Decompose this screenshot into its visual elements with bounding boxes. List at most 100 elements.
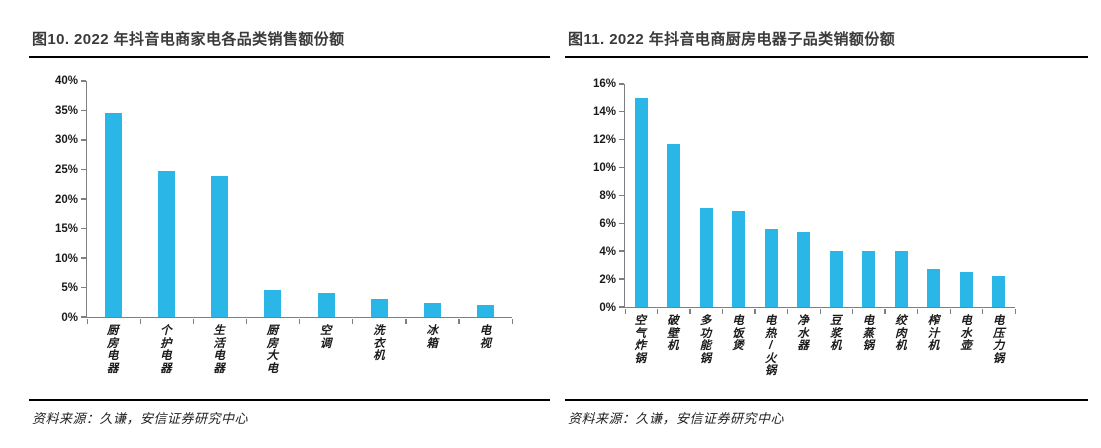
y-tick-label: 4% [599,246,616,258]
bar-slot [353,81,406,317]
bar-slot [300,81,353,317]
bar-series [87,81,512,317]
y-tick-label: 10% [54,252,78,265]
y-tick-mark [619,250,624,252]
source-text: 资料来源：久谦，安信证券研究中心 [32,411,249,426]
bar-slot [690,84,723,307]
bar [211,176,229,317]
x-tick-mark [722,308,724,314]
x-category-label: 电 水 壶 [960,315,972,352]
y-tick-label: 20% [54,193,78,206]
x-tick-mark [819,308,821,314]
y-tick-mark [81,139,86,141]
x-category-label: 冰 箱 [426,325,438,350]
bar [959,272,973,307]
bar [264,290,282,317]
bar-slot [625,84,658,307]
y-tick-mark [619,306,624,308]
plot-area [619,83,1016,314]
x-tick-mark [511,318,513,324]
y-tick-mark [619,222,624,224]
x-category-label: 多 功 能 锅 [699,315,712,365]
y-tick-label: 12% [592,134,616,146]
y-tick-label: 30% [54,134,78,147]
y-tick-mark [619,83,624,85]
bar [370,298,388,317]
bar [927,269,941,307]
figure-11-panel: 图11. 2022 年抖音电商厨房电器子品类销额份额 0% 2% 4% 6% 8% 10%… [565,0,1088,448]
y-tick-label: 8% [599,190,616,202]
y-tick-label: 2% [599,274,616,286]
y-tick-mark [81,227,86,229]
x-category-label: 破 壁 机 [667,315,679,352]
x-tick-mark [851,308,854,314]
x-category-label: 绞 肉 机 [895,315,907,352]
y-tick-label: 40% [54,75,78,87]
y-tick-label: 35% [54,104,78,117]
bar-slot [820,84,853,307]
bar-slot [140,81,193,317]
x-category-label: 净 水 器 [797,315,809,352]
bar [476,304,494,317]
x-category-label: 电 热 / 火 锅 [764,315,777,377]
figure-10-panel: 图10. 2022 年抖音电商家电各品类销售额份额 0% 5% 10% 15% 20% 2… [29,0,550,448]
y-axis: 0% 2% 4% 6% 8% 10% 12% 14% 16% [565,78,616,314]
bar [764,228,778,307]
bar-slot [918,84,951,307]
x-tick-mark [917,308,919,314]
bar [423,302,441,317]
bar [992,276,1006,307]
bar [667,143,681,307]
bar-slot [406,81,459,317]
bar [732,210,746,307]
bar-slot [755,84,788,307]
y-tick-label: 0% [599,302,616,314]
y-tick-label: 0% [61,312,78,324]
x-category-label: 个 护 电 器 [160,325,172,375]
plot-area [81,80,513,324]
bar [634,97,648,307]
x-tick-mark [787,308,789,314]
x-tick-mark [352,318,354,324]
bar-slot [788,84,821,307]
x-tick-mark [245,318,248,324]
x-tick-mark [656,308,659,314]
y-axis: 0% 5% 10% 15% 20% 25% 30% 35% 40% [29,75,78,324]
figure-10-source-note: 资料来源：久谦，安信证券研究中心 [29,399,550,427]
x-category-label: 厨 房 电 器 [106,325,119,375]
figure-10-bar-chart: 0% 5% 10% 15% 20% 25% 30% 35% 40% 厨 房 电 器 个 护 电 器… [29,0,550,448]
y-tick-label: 10% [592,162,616,174]
source-text: 资料来源：久谦，安信证券研究中心 [568,411,785,426]
x-tick-mark [299,318,301,324]
bar [317,293,335,317]
y-tick-mark [81,80,86,82]
x-axis-labels: 空 气 炸 锅 破 壁 机 多 功 能 锅 电 饭 煲 电 热 / 火 锅 净 水 器 豆 … [624,315,1015,378]
figure-10-title: 图10. 2022 年抖音电商家电各品类销售额份额 [29,0,550,58]
y-tick-label: 14% [592,106,616,118]
x-category-label: 洗 衣 机 [373,325,385,362]
bar-slot [87,81,140,317]
y-tick-mark [81,198,86,200]
x-category-label: 生 活 电 器 [213,325,225,375]
bar [894,251,908,307]
x-tick-mark [624,308,626,314]
x-tick-mark [139,318,141,324]
y-tick-label: 25% [54,163,78,176]
y-tick-mark [81,316,86,318]
figure-11-bar-chart: 0% 2% 4% 6% 8% 10% 12% 14% 16% 空 气 炸 锅 破 壁 机 多 功 能… [565,0,1088,448]
bar [862,251,876,307]
x-tick-mark [1014,308,1016,314]
bar-slot [459,81,512,317]
y-tick-mark [81,109,86,111]
bar [829,251,843,307]
bar-slot [885,84,918,307]
x-axis-labels: 厨 房 电 器个 护 电 器生 活 电 器厨 房 大 电空 调洗 衣 机冰 箱电… [86,325,512,375]
y-tick-mark [619,166,624,169]
bar-slot [983,84,1016,307]
bar-slot [723,84,756,307]
y-tick-mark [81,257,86,259]
x-category-label: 空 调 [319,325,332,350]
x-tick-mark [884,308,886,314]
y-tick-mark [619,111,624,113]
